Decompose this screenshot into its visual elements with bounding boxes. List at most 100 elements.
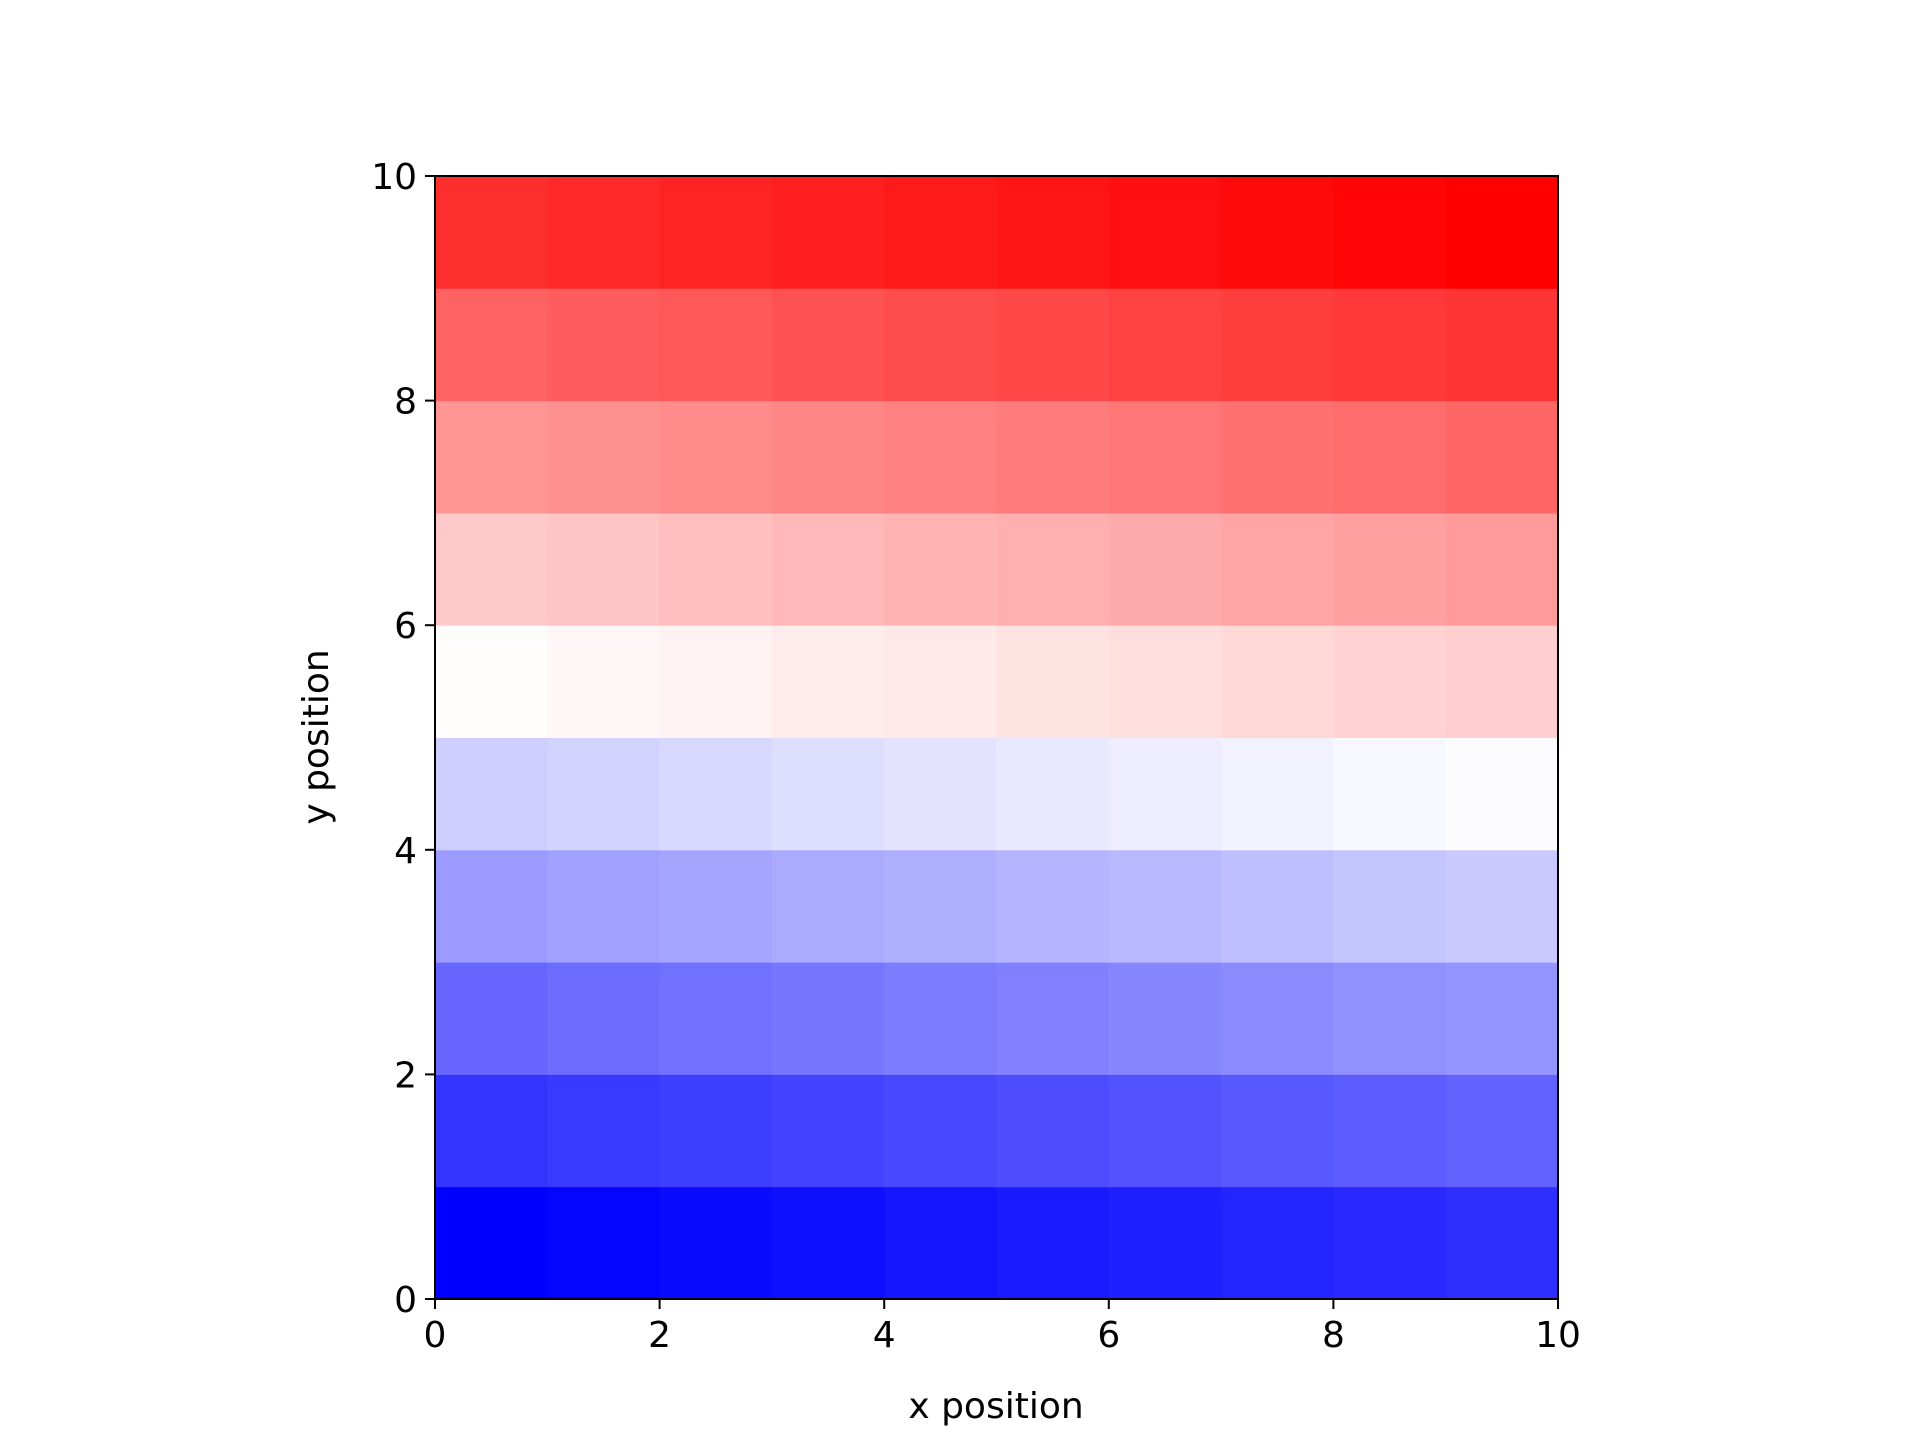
heatmap-cell bbox=[1445, 400, 1559, 514]
y-tick-label: 2 bbox=[394, 1055, 417, 1096]
heatmap-cell bbox=[1445, 737, 1559, 851]
heatmap-cell bbox=[1333, 176, 1447, 289]
heatmap-cell bbox=[1333, 288, 1447, 402]
heatmap-cell bbox=[547, 849, 661, 963]
heatmap-cell bbox=[771, 288, 885, 402]
heatmap-cell bbox=[996, 625, 1110, 738]
y-axis-label: y position bbox=[296, 649, 337, 824]
heatmap-cell bbox=[1221, 1074, 1334, 1188]
heatmap-cell bbox=[1108, 288, 1222, 402]
heatmap-cell bbox=[996, 1186, 1110, 1300]
heatmap-cell bbox=[1445, 512, 1559, 626]
plot-frame bbox=[434, 175, 1559, 1300]
heatmap-cell bbox=[1221, 512, 1334, 626]
heatmap-cell bbox=[884, 1186, 997, 1300]
heatmap-cell bbox=[1445, 625, 1559, 738]
heatmap-cell bbox=[659, 512, 773, 626]
heatmap-cell bbox=[1108, 737, 1222, 851]
heatmap-cell bbox=[547, 288, 661, 402]
heatmap-cell bbox=[884, 288, 997, 402]
heatmap-cell bbox=[1333, 1186, 1447, 1300]
heatmap-cell bbox=[659, 400, 773, 514]
heatmap-cell bbox=[659, 962, 773, 1075]
heatmap-cell bbox=[1333, 962, 1447, 1075]
heatmap-cell bbox=[771, 849, 885, 963]
x-tick-label: 4 bbox=[873, 1315, 896, 1356]
heatmap-cell bbox=[771, 176, 885, 289]
heatmap-cell bbox=[771, 625, 885, 738]
heatmap-cell bbox=[1333, 625, 1447, 738]
heatmap-cell bbox=[1445, 288, 1559, 402]
heatmap-cell bbox=[547, 1074, 661, 1188]
heatmap-cell bbox=[884, 176, 997, 289]
heatmap-cell bbox=[1221, 400, 1334, 514]
heatmap-cell bbox=[1108, 962, 1222, 1075]
heatmap-cell bbox=[435, 1186, 548, 1300]
heatmap-cell bbox=[1221, 849, 1334, 963]
heatmap-cell bbox=[1108, 512, 1222, 626]
heatmap-cell bbox=[547, 737, 661, 851]
heatmap-cell bbox=[996, 1074, 1110, 1188]
heatmap-cell bbox=[1108, 849, 1222, 963]
x-tick-label: 6 bbox=[1097, 1315, 1120, 1356]
heatmap-cell bbox=[996, 737, 1110, 851]
heatmap-cell bbox=[547, 625, 661, 738]
heatmap-cell bbox=[1108, 400, 1222, 514]
heatmap-cell bbox=[659, 625, 773, 738]
heatmap-cell bbox=[1333, 512, 1447, 626]
heatmap-cell bbox=[884, 737, 997, 851]
heatmap-cell bbox=[1108, 1186, 1222, 1300]
heatmap-cell bbox=[996, 176, 1110, 289]
heatmap-cell bbox=[1221, 962, 1334, 1075]
y-tick-label: 6 bbox=[394, 606, 417, 647]
heatmap-cell bbox=[659, 849, 773, 963]
heatmap-cell bbox=[996, 512, 1110, 626]
heatmap-cell bbox=[1221, 1186, 1334, 1300]
heatmap-cell bbox=[659, 1074, 773, 1188]
x-tick-label: 10 bbox=[1535, 1315, 1581, 1356]
x-axis-label: x position bbox=[908, 1386, 1083, 1427]
y-tick-label: 10 bbox=[371, 157, 417, 198]
heatmap-cell bbox=[435, 737, 548, 851]
x-tick-label: 0 bbox=[424, 1315, 447, 1356]
heatmap-cell bbox=[1108, 176, 1222, 289]
heatmap-cell bbox=[435, 288, 548, 402]
heatmap-cell bbox=[1445, 176, 1559, 289]
heatmap-cell bbox=[996, 849, 1110, 963]
y-tick-label: 4 bbox=[394, 831, 417, 872]
heatmap-cell bbox=[996, 400, 1110, 514]
heatmap-cell bbox=[884, 512, 997, 626]
heatmap-cell bbox=[1221, 625, 1334, 738]
heatmap-cell bbox=[435, 400, 548, 514]
y-tick-label: 8 bbox=[394, 382, 417, 423]
heatmap-cell bbox=[1333, 849, 1447, 963]
heatmap-cell bbox=[1221, 176, 1334, 289]
heatmap-cell bbox=[996, 288, 1110, 402]
heatmap-cell bbox=[884, 400, 997, 514]
heatmap-cell bbox=[1108, 625, 1222, 738]
heatmap-cell bbox=[1221, 288, 1334, 402]
heatmap-cell bbox=[547, 400, 661, 514]
heatmap-cell bbox=[547, 512, 661, 626]
heatmap-cell bbox=[547, 1186, 661, 1300]
heatmap-cell bbox=[771, 962, 885, 1075]
heatmap-cell bbox=[435, 625, 548, 738]
heatmap-cell bbox=[771, 1186, 885, 1300]
heatmap-cell bbox=[1333, 400, 1447, 514]
heatmap-cell bbox=[1108, 1074, 1222, 1188]
heatmap-cell bbox=[1333, 737, 1447, 851]
heatmap-cell bbox=[1333, 1074, 1447, 1188]
y-tick-label: 0 bbox=[394, 1280, 417, 1321]
heatmap-cell bbox=[435, 512, 548, 626]
heatmap-cell bbox=[1445, 962, 1559, 1075]
heatmap-cell bbox=[771, 1074, 885, 1188]
heatmap-cell bbox=[884, 625, 997, 738]
heatmap-cell bbox=[1445, 1074, 1559, 1188]
heatmap-cell bbox=[435, 962, 548, 1075]
heatmap-cell bbox=[435, 849, 548, 963]
heatmap-cell bbox=[659, 176, 773, 289]
heatmap-cell bbox=[884, 962, 997, 1075]
heatmap-cell bbox=[884, 1074, 997, 1188]
